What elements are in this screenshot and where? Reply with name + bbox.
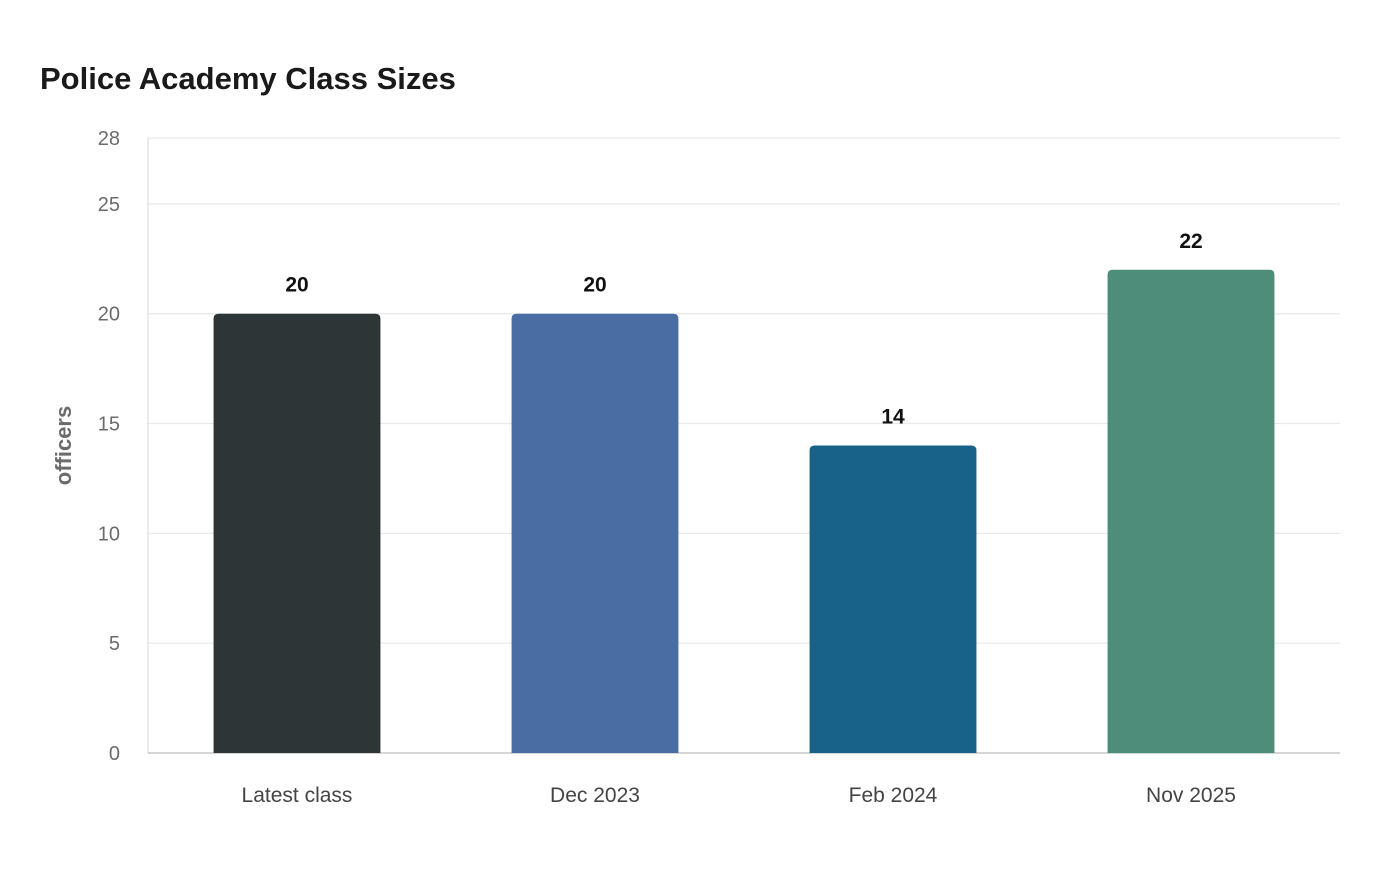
value-labels: 20 20 14 22 (285, 230, 1202, 429)
y-tick-label: 5 (109, 633, 120, 655)
y-axis-title: officers (51, 406, 76, 485)
y-tick-label: 10 (98, 523, 120, 545)
y-tick-labels: 0 5 10 15 20 25 28 (98, 128, 120, 765)
x-tick-label: Nov 2025 (1146, 784, 1236, 807)
y-tick-label: 0 (109, 743, 120, 765)
bars (213, 269, 1275, 753)
x-tick-label: Dec 2023 (550, 784, 640, 807)
bar-feb-2024 (809, 445, 977, 753)
y-tick-label: 28 (98, 128, 120, 150)
value-label: 20 (583, 274, 606, 297)
bar-nov-2025 (1107, 269, 1275, 753)
value-label: 14 (881, 406, 905, 429)
y-tick-label: 25 (98, 194, 120, 216)
y-tick-label: 15 (98, 414, 120, 436)
y-tick-label: 20 (98, 304, 120, 326)
value-label: 22 (1179, 230, 1202, 253)
x-tick-labels: Latest class Dec 2023 Feb 2024 Nov 2025 (242, 784, 1236, 807)
chart-title: Police Academy Class Sizes (40, 61, 456, 96)
bar-dec-2023 (511, 313, 679, 753)
x-tick-label: Latest class (242, 784, 353, 807)
value-label: 20 (285, 274, 308, 297)
x-tick-label: Feb 2024 (849, 784, 938, 807)
bar-latest-class (213, 313, 381, 753)
